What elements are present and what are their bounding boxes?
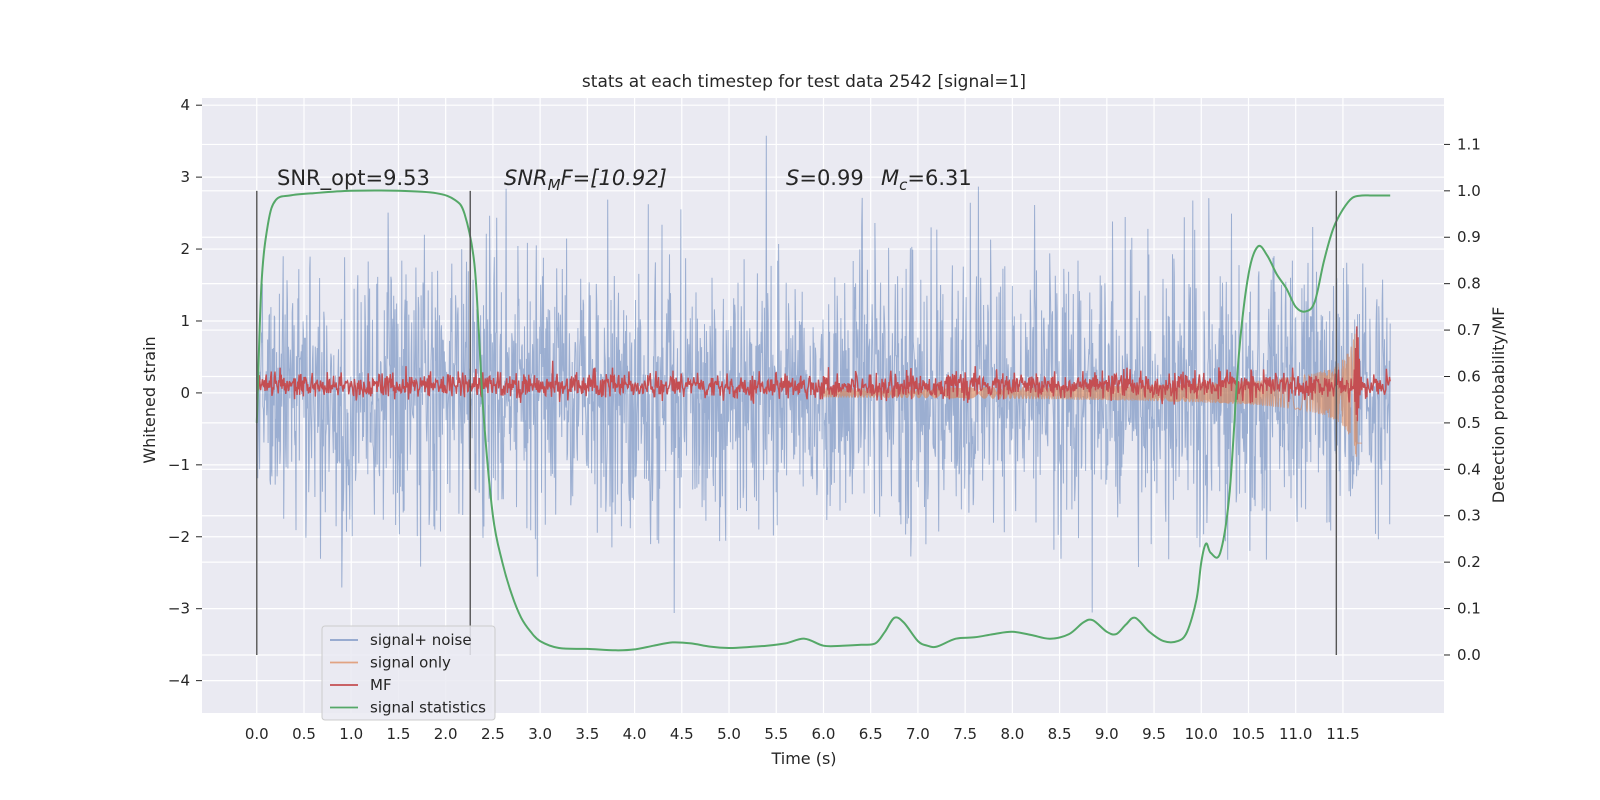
y-tick-label-right: 0.8 [1457, 275, 1481, 293]
y-tick-label-right: 0.6 [1457, 367, 1481, 385]
legend-label: signal+ noise [370, 631, 472, 649]
annotation-s: S=0.99 [786, 166, 864, 190]
x-tick-label: 3.5 [575, 725, 599, 743]
legend-box [321, 625, 496, 721]
chart-title: stats at each timestep for test data 254… [582, 72, 1026, 92]
y-tick-label-right: 0.2 [1457, 553, 1481, 571]
legend-label: signal only [370, 654, 451, 672]
x-tick-label: 10.5 [1232, 725, 1265, 743]
y-tick-label-right: 0.0 [1457, 646, 1481, 664]
mc-value: =6.31 [907, 166, 971, 190]
x-tick-label: 6.0 [812, 725, 836, 743]
annotation-snr-mf: SNRMF=[10.92] [504, 166, 667, 194]
y-tick-label-right: 0.7 [1457, 321, 1481, 339]
x-tick-label: 9.5 [1142, 725, 1166, 743]
x-tick-label: 7.0 [906, 725, 930, 743]
y-tick-label-right: 1.1 [1457, 135, 1481, 153]
y-tick-label-left: 3 [180, 168, 190, 186]
x-tick-label: 5.5 [764, 725, 788, 743]
legend-label: signal statistics [370, 699, 486, 717]
snr-mf-symbol: SNR [504, 166, 548, 190]
y-tick-label-left: −3 [168, 600, 190, 618]
tick-labels: 0.0 0.5 1.0 1.5 2.0 2.5 3.0 3.5 4.0 4.5 5.0 5.5 6.0 6… [168, 96, 1481, 743]
legend: signal+ noise signal only MF signal statist… [321, 625, 496, 721]
legend-label: MF [370, 676, 392, 694]
y-tick-label-left: 0 [180, 384, 190, 402]
y-tick-label-right: 0.5 [1457, 414, 1481, 432]
y-tick-label-left: 4 [180, 96, 190, 114]
annotation-mc: Mc=6.31 [881, 166, 972, 194]
y-tick-label-right: 0.4 [1457, 460, 1481, 478]
mc-subscript: c [899, 176, 908, 194]
x-tick-label: 7.5 [953, 725, 977, 743]
x-tick-label: 2.0 [434, 725, 458, 743]
y-axis-label-left: Whitened strain [140, 336, 159, 463]
x-tick-label: 9.0 [1095, 725, 1119, 743]
y-tick-label-right: 0.9 [1457, 228, 1481, 246]
y-tick-label-left: −1 [168, 456, 190, 474]
x-tick-label: 4.5 [670, 725, 694, 743]
x-tick-label: 6.5 [859, 725, 883, 743]
vertical-markers [256, 190, 1338, 655]
series-mf [256, 326, 1391, 422]
x-tick-label: 3.0 [528, 725, 552, 743]
s-value: =0.99 [799, 166, 863, 190]
y-tick-label-left: 1 [180, 312, 190, 330]
data-traces [255, 135, 1391, 652]
x-tick-label: 2.5 [481, 725, 505, 743]
x-tick-label: 8.0 [1000, 725, 1024, 743]
x-tick-label: 0.0 [245, 725, 269, 743]
x-tick-label: 1.0 [339, 725, 363, 743]
y-tick-label-right: 0.1 [1457, 600, 1481, 618]
snr-mf-subscript: M [548, 176, 561, 194]
x-tick-label: 4.0 [623, 725, 647, 743]
y-axis-label-right: Detection probability/MF [1489, 307, 1508, 504]
x-tick-label: 1.5 [387, 725, 411, 743]
y-tick-label-right: 1.0 [1457, 182, 1481, 200]
y-tick-label-left: −2 [168, 528, 190, 546]
x-tick-label: 5.0 [717, 725, 741, 743]
x-axis-label: Time (s) [770, 749, 836, 768]
y-tick-label-left: 2 [180, 240, 190, 258]
y-tick-label-left: −4 [168, 672, 190, 690]
series-signal-statistics [255, 189, 1391, 652]
snr-mf-value: F=[10.92] [561, 166, 667, 190]
x-tick-label: 0.5 [292, 725, 316, 743]
s-symbol: S [786, 166, 799, 190]
x-tick-label: 11.0 [1279, 725, 1312, 743]
x-tick-label: 10.0 [1185, 725, 1218, 743]
x-tick-label: 11.5 [1326, 725, 1359, 743]
x-tick-label: 8.5 [1048, 725, 1072, 743]
annotation-snr-opt: SNR_opt=9.53 [277, 166, 430, 191]
mc-symbol: M [881, 166, 899, 190]
y-tick-label-right: 0.3 [1457, 507, 1481, 525]
